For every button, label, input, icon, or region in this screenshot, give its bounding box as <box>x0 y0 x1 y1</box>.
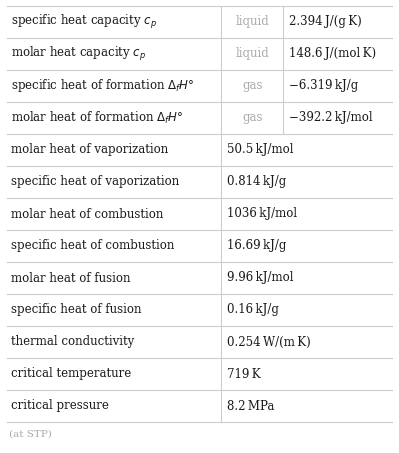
Text: liquid: liquid <box>235 48 269 61</box>
Text: (at STP): (at STP) <box>9 430 52 439</box>
Text: 50.5 kJ/mol: 50.5 kJ/mol <box>227 144 294 156</box>
Text: specific heat of combustion: specific heat of combustion <box>11 240 174 252</box>
Text: liquid: liquid <box>235 15 269 29</box>
Text: 719 K: 719 K <box>227 367 261 381</box>
Text: specific heat of fusion: specific heat of fusion <box>11 304 142 317</box>
Text: critical temperature: critical temperature <box>11 367 131 381</box>
Text: 0.16 kJ/g: 0.16 kJ/g <box>227 304 279 317</box>
Text: thermal conductivity: thermal conductivity <box>11 336 134 348</box>
Text: 16.69 kJ/g: 16.69 kJ/g <box>227 240 287 252</box>
Text: 8.2 MPa: 8.2 MPa <box>227 400 275 413</box>
Text: specific heat of vaporization: specific heat of vaporization <box>11 175 180 188</box>
Text: 9.96 kJ/mol: 9.96 kJ/mol <box>227 271 294 284</box>
Text: gas: gas <box>242 79 263 92</box>
Text: molar heat of fusion: molar heat of fusion <box>11 271 131 284</box>
Text: molar heat of formation $\Delta_f H°$: molar heat of formation $\Delta_f H°$ <box>11 110 184 126</box>
Text: −6.319 kJ/g: −6.319 kJ/g <box>289 79 359 92</box>
Text: 0.814 kJ/g: 0.814 kJ/g <box>227 175 287 188</box>
Text: specific heat of formation $\Delta_f H°$: specific heat of formation $\Delta_f H°$ <box>11 77 195 95</box>
Text: 2.394 J/(g K): 2.394 J/(g K) <box>289 15 362 29</box>
Text: molar heat capacity $c_p$: molar heat capacity $c_p$ <box>11 45 146 63</box>
Text: molar heat of combustion: molar heat of combustion <box>11 207 164 221</box>
Text: gas: gas <box>242 111 263 125</box>
Text: specific heat capacity $c_p$: specific heat capacity $c_p$ <box>11 13 157 31</box>
Text: 148.6 J/(mol K): 148.6 J/(mol K) <box>289 48 376 61</box>
Text: 0.254 W/(m K): 0.254 W/(m K) <box>227 336 311 348</box>
Text: 1036 kJ/mol: 1036 kJ/mol <box>227 207 298 221</box>
Text: −392.2 kJ/mol: −392.2 kJ/mol <box>289 111 373 125</box>
Text: critical pressure: critical pressure <box>11 400 109 413</box>
Text: molar heat of vaporization: molar heat of vaporization <box>11 144 168 156</box>
